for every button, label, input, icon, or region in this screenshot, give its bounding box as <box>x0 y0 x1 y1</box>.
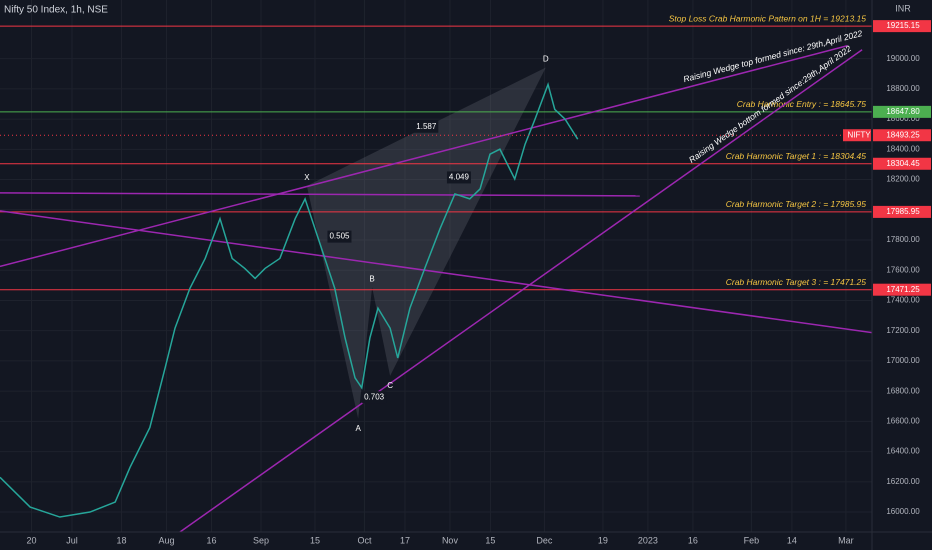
x-tick-label: 15 <box>485 535 495 545</box>
ratio-label: 1.587 <box>416 122 437 131</box>
x-tick-label: 20 <box>26 535 36 545</box>
level-label: 17471.25 <box>886 285 920 294</box>
trend-line <box>0 192 640 197</box>
level-annotation: Stop Loss Crab Harmonic Pattern on 1H = … <box>669 13 867 23</box>
x-tick-label: Aug <box>158 535 174 545</box>
level-label: 17985.95 <box>886 207 920 216</box>
y-tick-label: 18800.00 <box>886 84 920 93</box>
current-label: 18493.25 <box>886 130 920 139</box>
level-badge <box>873 205 931 218</box>
trend-line <box>0 210 872 334</box>
level-badge <box>873 283 931 296</box>
y-tick-label: 18600.00 <box>886 114 920 123</box>
current-name-badge <box>843 129 871 142</box>
y-tick-label: 16200.00 <box>886 477 920 486</box>
pattern-point-label: A <box>355 424 361 433</box>
trend-line <box>179 49 863 532</box>
axes: 16000.00 16200.00 16400.00 16600.00 16800.00… <box>26 20 931 545</box>
pattern-point-label: X <box>304 173 310 182</box>
x-tick-label: 19 <box>598 535 608 545</box>
ratio-badge <box>327 230 352 243</box>
pattern-point-label: C <box>387 381 393 390</box>
x-tick-label: 2023 <box>638 535 658 545</box>
y-tick-label: 16600.00 <box>886 416 920 425</box>
y-tick-label: 18200.00 <box>886 175 920 184</box>
y-tick-label: 16400.00 <box>886 447 920 456</box>
chart-title: Nifty 50 Index, 1h, NSE <box>4 5 108 16</box>
y-tick-label: 19000.00 <box>886 54 920 63</box>
x-tick-label: 16 <box>688 535 698 545</box>
x-tick-label: Dec <box>536 535 553 545</box>
x-tick-label: 17 <box>400 535 410 545</box>
y-tick-label: 17600.00 <box>886 265 920 274</box>
level-annotation: Crab Harmonic Target 1 : = 18304.45 <box>726 151 867 161</box>
harmonic-pattern <box>306 67 546 419</box>
level-label: 19215.15 <box>886 21 920 30</box>
level-badge <box>873 20 931 33</box>
current-badge <box>873 129 931 142</box>
level-annotation: Crab Harmonic Entry : = 18645.75 <box>737 99 866 109</box>
x-tick-label: Oct <box>357 535 372 545</box>
x-tick-label: Feb <box>744 535 760 545</box>
x-tick-label: 15 <box>310 535 320 545</box>
trend-line <box>0 44 848 268</box>
x-tick-label: Mar <box>838 535 854 545</box>
price-line <box>0 82 579 518</box>
level-badge <box>873 105 931 118</box>
y-tick-label: 17400.00 <box>886 296 920 305</box>
ratio-badge <box>414 120 439 133</box>
pattern-point-label: D <box>543 55 549 64</box>
current-name: NIFTY <box>847 130 871 139</box>
y-tick-label: 16800.00 <box>886 386 920 395</box>
x-tick-label: 14 <box>787 535 797 545</box>
y-tick-label: 18400.00 <box>886 144 920 153</box>
ratio-label: 4.049 <box>449 173 470 182</box>
x-tick-label: 16 <box>206 535 216 545</box>
ratio-label: 0.505 <box>329 232 350 241</box>
level-label: 18647.80 <box>886 107 920 116</box>
level-annotation: Crab Harmonic Target 2 : = 17985.95 <box>726 199 867 209</box>
level-label: 18304.45 <box>886 159 920 168</box>
x-tick-label: Nov <box>442 535 459 545</box>
y-tick-label: 16000.00 <box>886 507 920 516</box>
ratio-label: 0.703 <box>364 392 385 401</box>
x-tick-label: Sep <box>253 535 269 545</box>
pattern-point-label: B <box>369 274 374 283</box>
x-tick-label: 18 <box>116 535 126 545</box>
currency: INR <box>895 3 911 13</box>
x-tick-label: Jul <box>66 535 78 545</box>
level-badge <box>873 157 931 170</box>
y-tick-label: 17800.00 <box>886 235 920 244</box>
level-annotation: Crab Harmonic Target 3 : = 17471.25 <box>726 277 867 287</box>
ratio-badge <box>362 391 387 404</box>
y-tick-label: 17200.00 <box>886 326 920 335</box>
y-tick-label: 17000.00 <box>886 356 920 365</box>
ratio-badge <box>446 171 471 184</box>
